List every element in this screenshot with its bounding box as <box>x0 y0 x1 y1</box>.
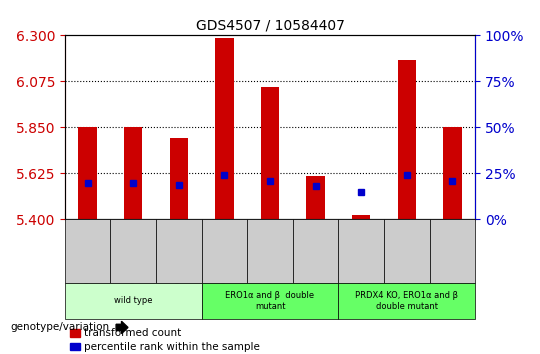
Bar <box>70 343 80 350</box>
Bar <box>201 283 339 319</box>
Bar <box>65 283 201 319</box>
Bar <box>443 127 462 219</box>
Bar <box>70 329 80 337</box>
Text: PRDX4 KO, ERO1α and β
double mutant: PRDX4 KO, ERO1α and β double mutant <box>355 291 458 310</box>
Bar <box>65 219 110 283</box>
Text: genotype/variation: genotype/variation <box>11 322 110 332</box>
FancyArrow shape <box>116 321 128 333</box>
Text: wild type: wild type <box>114 296 152 306</box>
Bar <box>352 215 370 219</box>
Text: transformed count: transformed count <box>84 328 181 338</box>
Text: ERO1α and β  double
mutant: ERO1α and β double mutant <box>225 291 315 310</box>
Bar <box>247 219 293 283</box>
Bar <box>110 219 156 283</box>
Bar <box>215 39 233 219</box>
Bar <box>397 60 416 219</box>
Bar <box>78 127 97 219</box>
Bar <box>307 176 325 219</box>
Bar <box>170 138 188 219</box>
Bar <box>261 86 279 219</box>
Bar <box>339 283 475 319</box>
Bar <box>384 219 430 283</box>
Bar <box>124 127 143 219</box>
Title: GDS4507 / 10584407: GDS4507 / 10584407 <box>195 19 345 33</box>
Bar <box>293 219 339 283</box>
Bar <box>201 219 247 283</box>
Text: percentile rank within the sample: percentile rank within the sample <box>84 342 260 352</box>
Bar <box>430 219 475 283</box>
Bar <box>339 219 384 283</box>
Bar <box>156 219 201 283</box>
